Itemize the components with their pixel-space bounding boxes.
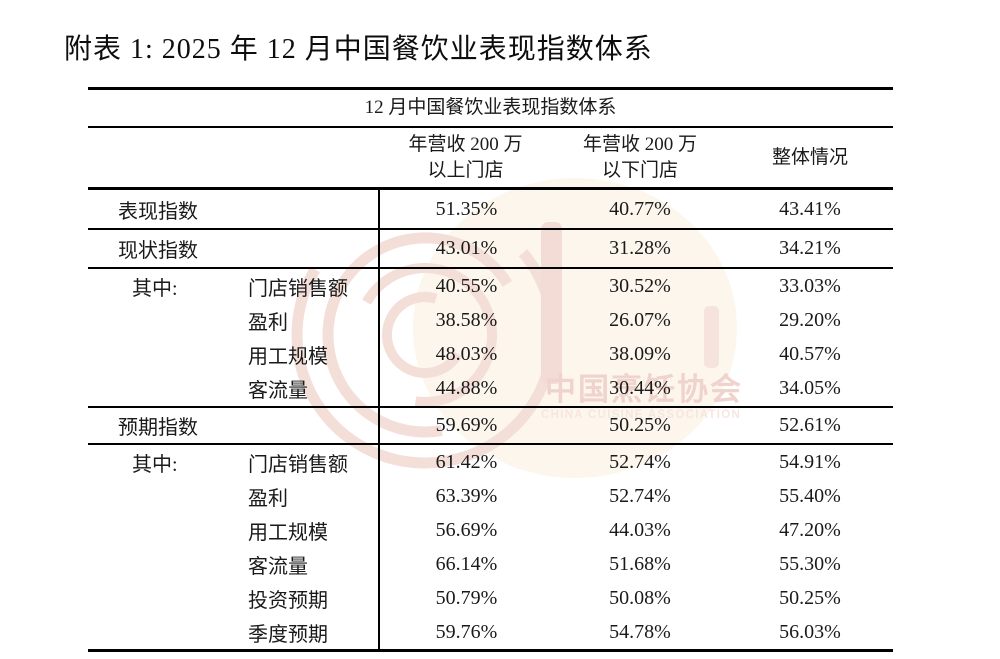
row-sublabel: 门店销售额 (248, 453, 348, 476)
cell-overall: 33.03% (779, 274, 841, 297)
cell-overall: 43.41% (779, 197, 841, 220)
table-header-row: 年营收 200 万 以上门店 年营收 200 万 以下门店 整体情况 (88, 128, 893, 190)
header-below-200: 年营收 200 万 以下门店 (553, 128, 727, 187)
row-label: 现状指数 (118, 240, 198, 262)
cell-above200: 59.69% (378, 408, 553, 443)
cell-overall: 47.20% (779, 518, 841, 541)
cell-above200: 63.39% (378, 479, 553, 513)
cell-above200: 50.79% (378, 581, 553, 615)
row-prefix (88, 581, 248, 615)
cell-overall: 50.25% (779, 586, 841, 609)
cell-below200: 30.52% (609, 274, 671, 297)
cell-above200: 56.69% (378, 513, 553, 547)
cell-overall: 52.61% (779, 414, 841, 436)
cell-overall: 55.30% (779, 552, 841, 575)
row-prefix (88, 303, 248, 337)
table-row-store-sales: 其中: 门店销售额 40.55% 30.52% 33.03% (88, 269, 893, 303)
table-row-performance-index: 表现指数 51.35% 40.77% 43.41% (88, 190, 893, 230)
table-row-expectation-index: 预期指数 59.69% 50.25% 52.61% (88, 408, 893, 445)
row-label: 表现指数 (118, 200, 198, 223)
cell-below200: 52.74% (609, 450, 671, 473)
cell-below200: 50.08% (609, 586, 671, 609)
cell-above200: 38.58% (378, 303, 553, 337)
row-sublabel: 用工规模 (248, 521, 328, 544)
cell-above200: 43.01% (378, 230, 553, 267)
cell-overall: 40.57% (779, 342, 841, 365)
row-sublabel: 盈利 (248, 311, 288, 334)
cell-overall: 29.20% (779, 308, 841, 331)
cell-overall: 54.91% (779, 450, 841, 473)
table-row-exp-profit: 盈利 63.39% 52.74% 55.40% (88, 479, 893, 513)
row-sublabel: 客流量 (248, 380, 308, 402)
row-sublabel: 客流量 (248, 555, 308, 578)
row-prefix: 其中: (132, 453, 178, 476)
table-caption: 12 月中国餐饮业表现指数体系 (88, 90, 893, 128)
table-row-investment-expectation: 投资预期 50.79% 50.08% 50.25% (88, 581, 893, 615)
table-row-current-index: 现状指数 43.01% 31.28% 34.21% (88, 230, 893, 269)
cell-below200: 31.28% (609, 237, 671, 259)
row-sublabel: 季度预期 (248, 623, 328, 646)
cell-above200: 44.88% (378, 371, 553, 406)
row-prefix (88, 371, 248, 406)
row-label: 预期指数 (118, 417, 198, 439)
row-prefix (88, 615, 248, 649)
cell-below200: 40.77% (609, 197, 671, 220)
row-prefix (88, 547, 248, 581)
cell-below200: 38.09% (609, 342, 671, 365)
row-sublabel: 投资预期 (248, 589, 328, 612)
row-prefix: 其中: (132, 277, 178, 300)
cell-overall: 56.03% (779, 620, 841, 643)
cell-below200: 26.07% (609, 308, 671, 331)
cell-below200: 30.44% (609, 377, 671, 399)
performance-index-table: 12 月中国餐饮业表现指数体系 年营收 200 万 以上门店 年营收 200 万… (88, 87, 893, 652)
header-above-200: 年营收 200 万 以上门店 (378, 128, 553, 187)
table-row-exp-employment: 用工规模 56.69% 44.03% 47.20% (88, 513, 893, 547)
table-row-exp-store-sales: 其中: 门店销售额 61.42% 52.74% 54.91% (88, 445, 893, 479)
cell-below200: 44.03% (609, 518, 671, 541)
table-row-profit: 盈利 38.58% 26.07% 29.20% (88, 303, 893, 337)
cell-below200: 52.74% (609, 484, 671, 507)
header-overall-line1: 整体情况 (771, 146, 848, 168)
cell-overall: 34.05% (779, 377, 841, 399)
table-row-employment: 用工规模 48.03% 38.09% 40.57% (88, 337, 893, 371)
table-row-exp-customer-flow: 客流量 66.14% 51.68% 55.30% (88, 547, 893, 581)
row-prefix (88, 337, 248, 371)
page-title: 附表 1: 2025 年 12 月中国餐饮业表现指数体系 (64, 34, 653, 65)
table-row-quarter-expectation: 季度预期 59.76% 54.78% 56.03% (88, 615, 893, 652)
cell-above200: 51.35% (378, 190, 553, 228)
row-sublabel: 门店销售额 (248, 277, 348, 300)
header-empty-cell (88, 128, 378, 187)
cell-above200: 40.55% (378, 269, 553, 303)
header-above-200-line1: 年营收 200 万 (408, 133, 523, 155)
header-above-200-line2: 以上门店 (427, 159, 504, 181)
cell-below200: 50.25% (609, 414, 671, 436)
cell-above200: 61.42% (378, 445, 553, 479)
row-sublabel: 盈利 (248, 487, 288, 510)
header-below-200-line1: 年营收 200 万 (582, 133, 697, 155)
cell-above200: 59.76% (378, 615, 553, 649)
cell-below200: 51.68% (609, 552, 671, 575)
header-below-200-line2: 以下门店 (601, 159, 678, 181)
row-prefix (88, 479, 248, 513)
table-row-customer-flow: 客流量 44.88% 30.44% 34.05% (88, 371, 893, 408)
row-prefix (88, 513, 248, 547)
row-sublabel: 用工规模 (248, 345, 328, 368)
cell-below200: 54.78% (609, 620, 671, 643)
cell-overall: 55.40% (779, 484, 841, 507)
cell-above200: 48.03% (378, 337, 553, 371)
cell-above200: 66.14% (378, 547, 553, 581)
header-overall: 整体情况 (727, 128, 893, 187)
cell-overall: 34.21% (779, 237, 841, 259)
